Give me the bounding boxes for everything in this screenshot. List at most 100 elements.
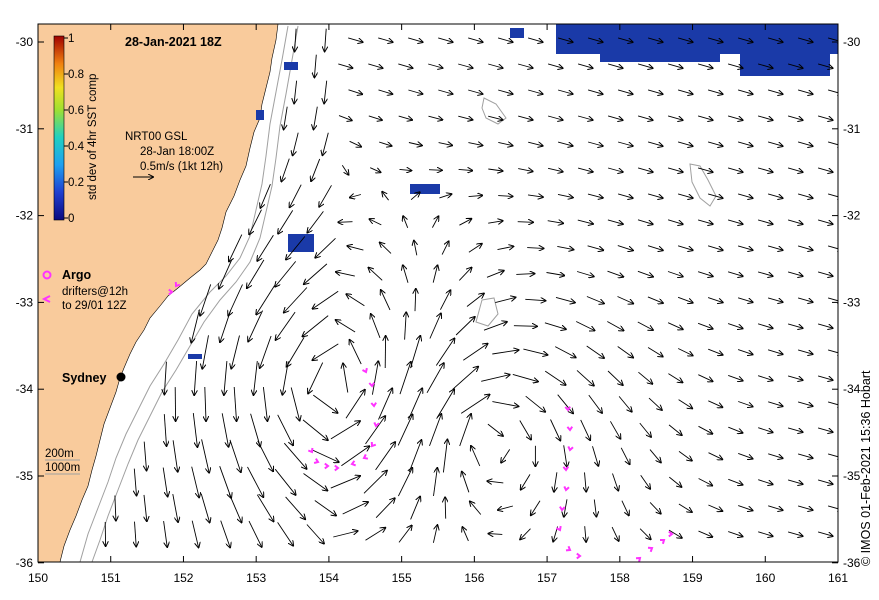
current-arrow (637, 115, 653, 120)
current-arrow (827, 505, 838, 510)
current-arrow (768, 401, 782, 406)
current-arrow (727, 63, 743, 68)
current-arrow (397, 415, 412, 446)
current-arrow (737, 193, 753, 198)
sydney-marker-icon (116, 372, 126, 382)
current-arrow (767, 245, 783, 250)
current-arrow (647, 296, 663, 303)
current-arrow (555, 296, 575, 302)
drifter-position-marker (307, 447, 314, 454)
y-tick-label: -35 (16, 469, 34, 483)
current-arrow (134, 468, 136, 496)
current-arrow (827, 401, 838, 406)
current-arrow (797, 141, 813, 146)
current-arrow (343, 364, 349, 393)
current-arrow (445, 497, 446, 519)
current-arrow (586, 296, 604, 304)
current-arrow (470, 502, 482, 515)
current-arrow (487, 423, 503, 436)
current-arrow (498, 142, 512, 145)
current-arrow (576, 321, 594, 331)
current-arrow (669, 476, 681, 487)
current-arrow (576, 271, 594, 277)
current-arrow (319, 185, 332, 206)
current-arrow (202, 335, 209, 368)
y-tick-label: -33 (16, 295, 34, 309)
current-arrow (557, 394, 573, 414)
current-arrow (547, 168, 563, 171)
current-arrow (286, 236, 306, 260)
current-arrow (408, 143, 422, 146)
current-arrow (115, 495, 116, 521)
current-arrow (787, 63, 803, 68)
current-arrow (348, 89, 363, 94)
current-arrow (191, 520, 198, 548)
current-arrow (249, 209, 262, 235)
drifter-position-marker (562, 466, 570, 472)
current-arrow (283, 442, 306, 469)
current-arrow (647, 89, 663, 94)
current-arrow (250, 413, 261, 447)
current-arrow (201, 439, 210, 472)
current-arrow (492, 350, 518, 355)
current-arrow (498, 89, 512, 94)
current-arrow (677, 141, 693, 146)
current-arrow (727, 323, 743, 329)
current-arrow (612, 473, 619, 491)
y-tick-label-right: -34 (843, 382, 861, 396)
current-arrow (336, 272, 355, 277)
current-arrow (220, 309, 232, 342)
current-arrow (458, 116, 472, 120)
current-arrow (737, 245, 753, 250)
current-arrow (415, 289, 416, 312)
current-arrow (521, 474, 531, 489)
current-arrow (639, 422, 651, 437)
current-arrow (338, 115, 352, 121)
current-arrow (621, 500, 629, 516)
current-arrow (550, 419, 561, 441)
current-arrow (577, 63, 593, 68)
current-arrow (516, 274, 534, 275)
current-arrow (737, 89, 753, 94)
current-arrow (611, 526, 619, 541)
current-arrow (544, 370, 565, 385)
current-arrow (414, 241, 417, 256)
current-arrow (432, 265, 437, 283)
current-arrow (587, 193, 603, 198)
current-arrow (468, 89, 482, 94)
current-arrow (381, 290, 391, 311)
current-arrow (787, 219, 803, 224)
current-arrow (757, 167, 773, 172)
current-arrow (677, 245, 693, 250)
current-arrow (144, 494, 147, 521)
current-arrow (281, 158, 290, 182)
current-arrow (428, 170, 442, 171)
current-arrow (399, 362, 411, 395)
current-arrow (523, 348, 547, 355)
current-arrow (191, 309, 200, 343)
current-arrow (302, 419, 328, 440)
current-arrow (738, 505, 752, 511)
x-tick-label: 160 (755, 571, 775, 585)
current-arrow (486, 271, 504, 278)
current-arrow (229, 439, 241, 472)
current-arrow (677, 89, 693, 94)
current-arrow (194, 360, 196, 395)
current-arrow (787, 479, 803, 484)
current-arrow (247, 466, 264, 497)
current-arrow (667, 167, 683, 172)
current-arrow (429, 414, 442, 447)
current-arrow (347, 246, 364, 251)
current-arrow (219, 466, 231, 498)
current-arrow (462, 472, 470, 493)
current-arrow (439, 194, 451, 198)
current-arrow (668, 424, 682, 435)
isobath-200m-label: 200m (45, 448, 74, 460)
current-arrow (677, 193, 693, 198)
current-arrow (333, 531, 357, 538)
drifter-position-marker (324, 462, 330, 470)
current-arrow (488, 63, 502, 68)
current-arrow (452, 367, 478, 390)
current-arrow (758, 427, 772, 433)
